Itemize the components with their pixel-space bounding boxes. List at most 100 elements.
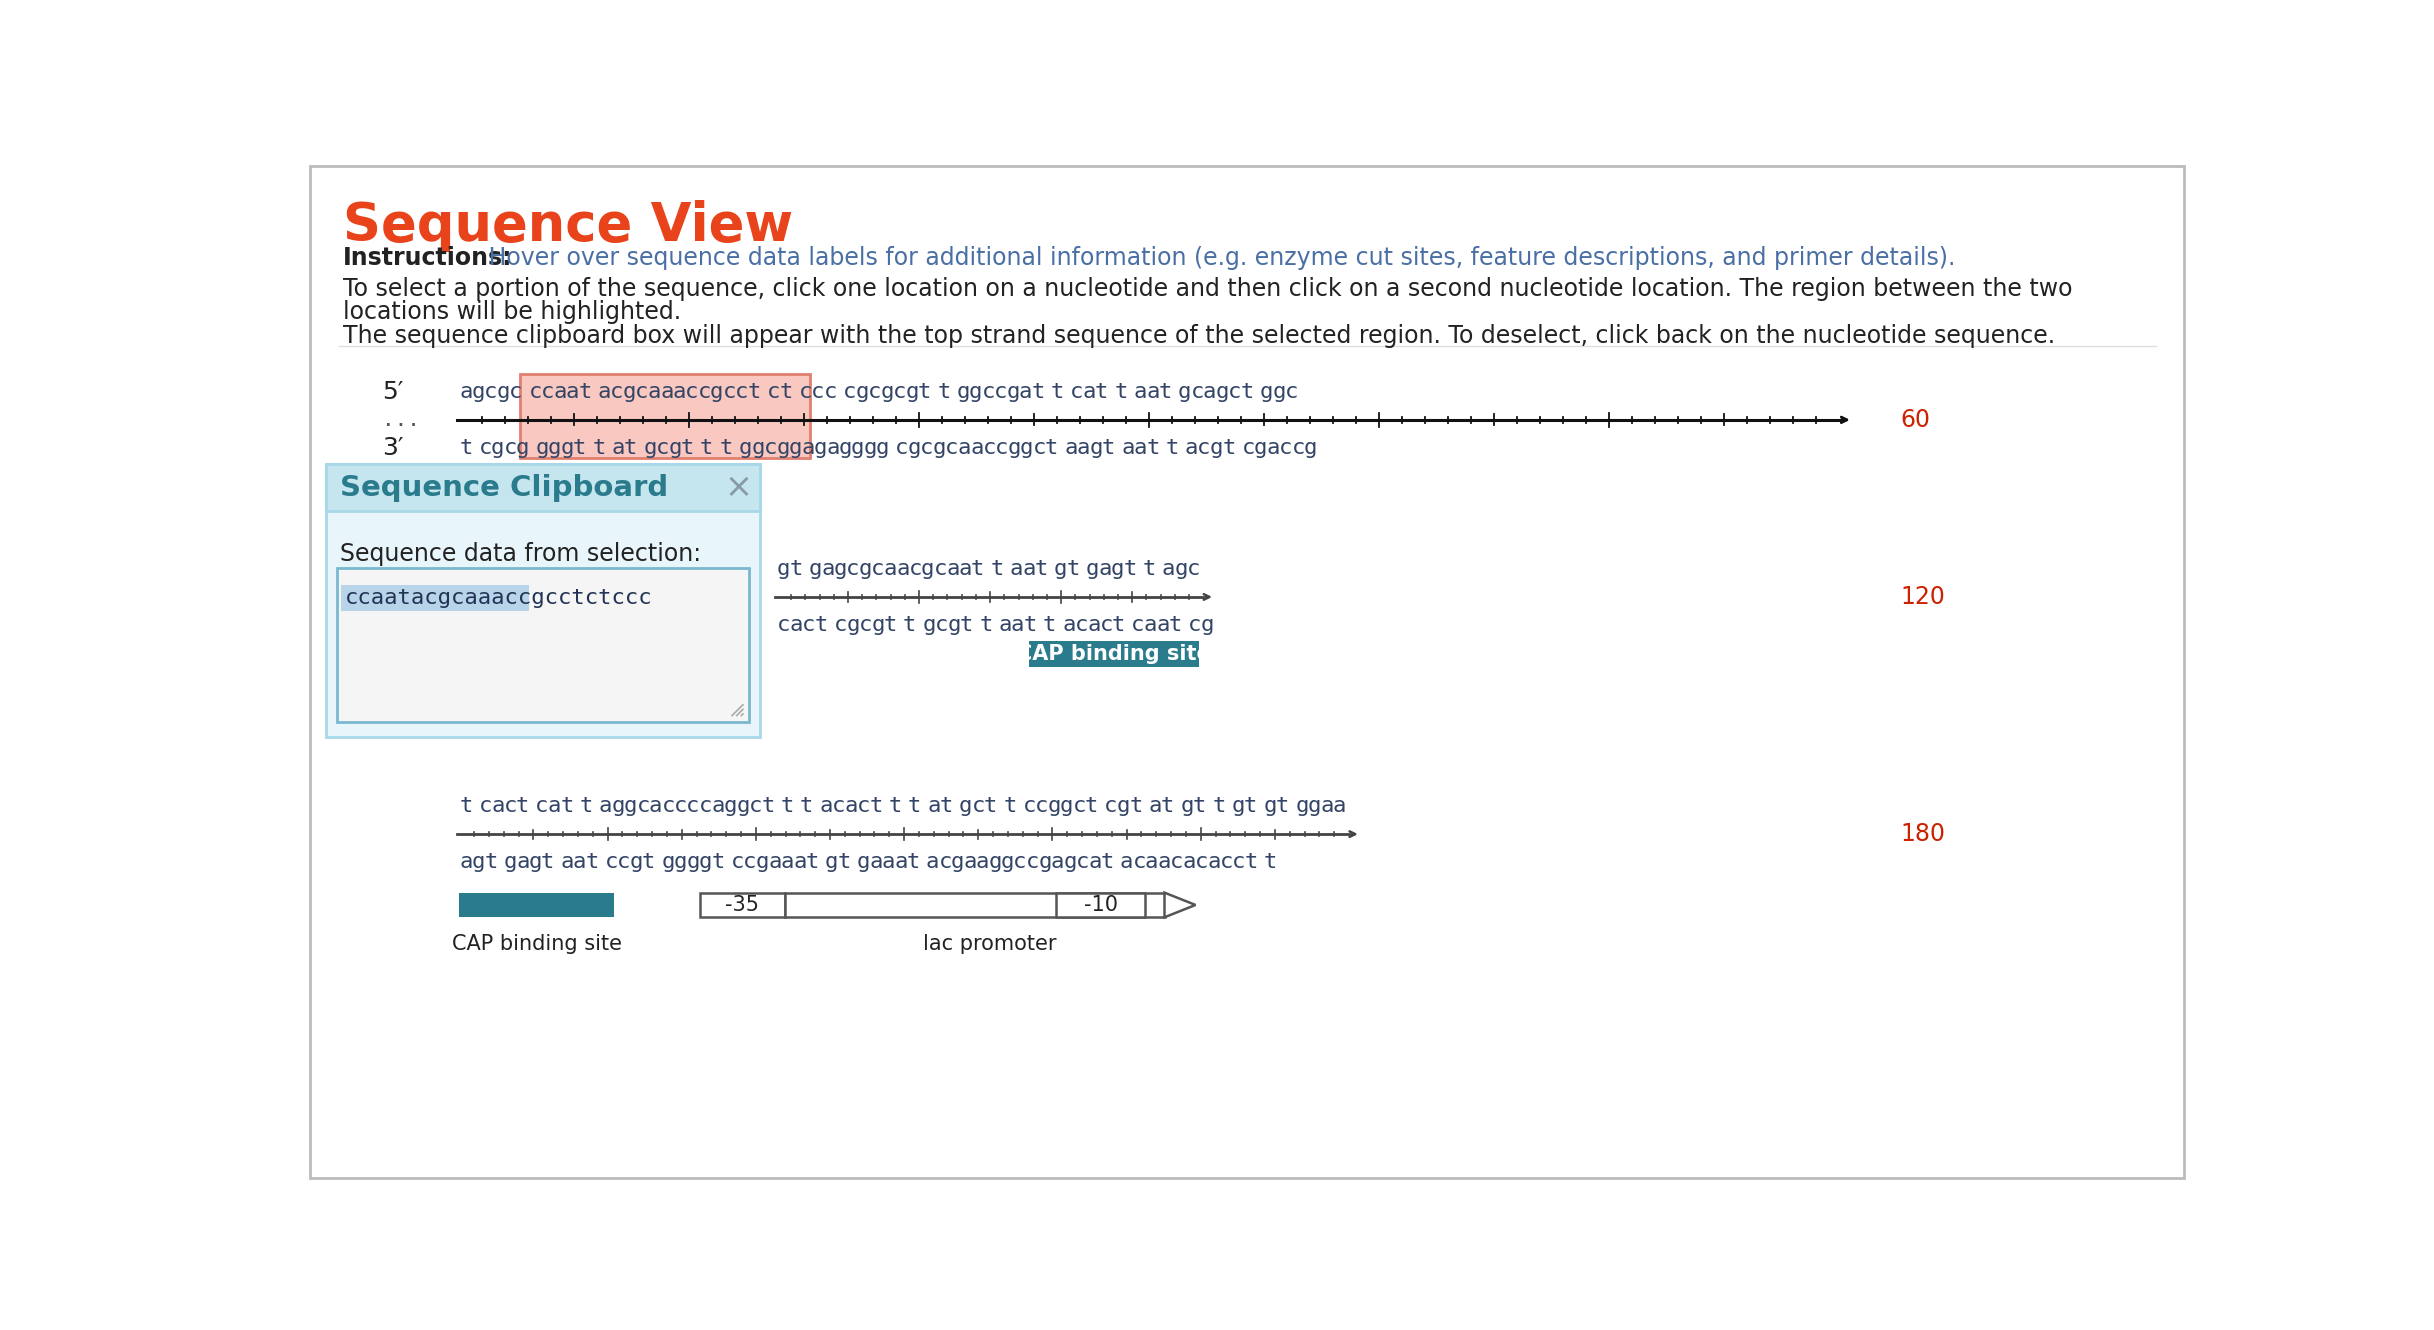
Text: c: c — [1241, 438, 1256, 458]
Text: g: g — [1054, 559, 1069, 580]
Text: c: c — [908, 559, 922, 580]
Text: a: a — [516, 851, 531, 872]
Text: a: a — [869, 851, 884, 872]
Text: c: c — [1022, 797, 1037, 817]
Text: g: g — [497, 382, 511, 402]
Text: lac promoter: lac promoter — [922, 934, 1056, 954]
Text: c: c — [859, 614, 871, 634]
Bar — [521, 374, 811, 459]
Text: a: a — [845, 797, 857, 817]
Bar — [460, 892, 613, 918]
Text: g: g — [988, 851, 1003, 872]
Text: g: g — [1086, 559, 1100, 580]
Text: a: a — [1051, 851, 1064, 872]
Text: g: g — [852, 438, 864, 458]
Text: g: g — [630, 851, 643, 872]
Text: Sequence data from selection:: Sequence data from selection: — [341, 543, 701, 567]
Text: t: t — [1193, 797, 1207, 817]
Text: a: a — [1010, 614, 1025, 634]
Text: c: c — [871, 559, 884, 580]
Text: a: a — [492, 797, 504, 817]
Text: g: g — [1307, 797, 1322, 817]
Text: g: g — [1210, 438, 1224, 458]
Text: a: a — [1122, 438, 1134, 458]
Text: a: a — [1156, 851, 1171, 872]
Text: g: g — [740, 438, 752, 458]
Text: g: g — [535, 438, 548, 458]
Text: c: c — [662, 797, 674, 817]
Text: g: g — [1261, 382, 1273, 402]
Text: c: c — [920, 438, 935, 458]
Text: t: t — [460, 797, 472, 817]
Text: c: c — [798, 382, 813, 402]
Text: t: t — [1042, 614, 1056, 634]
Text: c: c — [869, 382, 881, 402]
Text: a: a — [553, 382, 567, 402]
FancyBboxPatch shape — [326, 464, 759, 737]
Text: g: g — [735, 797, 750, 817]
Text: ccaatacgcaaaccgcctctccc: ccaatacgcaaaccgcctctccc — [346, 588, 652, 608]
Text: c: c — [1073, 797, 1086, 817]
Text: g: g — [1232, 797, 1244, 817]
Text: 60: 60 — [1901, 408, 1930, 432]
Text: g: g — [669, 438, 682, 458]
Text: g: g — [1039, 851, 1051, 872]
Text: g: g — [957, 382, 969, 402]
Text: c: c — [893, 382, 905, 402]
Text: a: a — [560, 851, 574, 872]
Text: t: t — [682, 438, 694, 458]
Text: t: t — [815, 614, 828, 634]
Text: c: c — [1034, 797, 1049, 817]
Text: c: c — [540, 382, 555, 402]
Text: t: t — [1142, 559, 1156, 580]
Text: c: c — [742, 851, 757, 872]
Text: c: c — [535, 797, 548, 817]
Text: a: a — [647, 382, 662, 402]
Text: c: c — [635, 797, 650, 817]
Text: a: a — [599, 797, 613, 817]
Text: t: t — [779, 382, 793, 402]
Text: c: c — [1292, 438, 1305, 458]
Bar — [1056, 892, 1144, 918]
Text: t: t — [905, 851, 920, 872]
Text: a: a — [1144, 614, 1156, 634]
Text: g: g — [859, 559, 871, 580]
Text: g: g — [905, 382, 918, 402]
Text: To select a portion of the sequence, click one location on a nucleotide and then: To select a portion of the sequence, cli… — [343, 277, 2071, 301]
Text: g: g — [776, 438, 789, 458]
Text: c: c — [528, 382, 543, 402]
Text: a: a — [1088, 851, 1103, 872]
Text: c: c — [857, 797, 869, 817]
Text: c: c — [767, 382, 781, 402]
Text: c: c — [1227, 382, 1241, 402]
Text: t: t — [888, 797, 903, 817]
Text: g: g — [864, 438, 876, 458]
Text: c: c — [509, 382, 523, 402]
Text: t: t — [1032, 382, 1044, 402]
Text: t: t — [884, 614, 898, 634]
Text: a: a — [1161, 559, 1176, 580]
Text: c: c — [835, 614, 847, 634]
Text: g: g — [1215, 382, 1229, 402]
Text: a: a — [781, 851, 793, 872]
Text: c: c — [1171, 851, 1183, 872]
Text: CAP binding site: CAP binding site — [1017, 644, 1212, 664]
Text: g: g — [1020, 438, 1034, 458]
Text: t: t — [701, 438, 713, 458]
Text: g: g — [922, 614, 935, 634]
Text: a: a — [793, 851, 806, 872]
Text: t: t — [983, 797, 998, 817]
Text: a: a — [1088, 614, 1100, 634]
Text: c: c — [842, 382, 857, 402]
Text: a: a — [820, 797, 832, 817]
Text: t: t — [1129, 797, 1142, 817]
Text: a: a — [1022, 559, 1034, 580]
Text: g: g — [723, 797, 738, 817]
Text: g: g — [1263, 797, 1278, 817]
Text: a: a — [959, 559, 971, 580]
Text: ×: × — [725, 471, 752, 504]
Text: c: c — [764, 438, 776, 458]
Text: g: g — [504, 851, 516, 872]
Text: c: c — [993, 382, 1008, 402]
Text: g: g — [1047, 797, 1061, 817]
